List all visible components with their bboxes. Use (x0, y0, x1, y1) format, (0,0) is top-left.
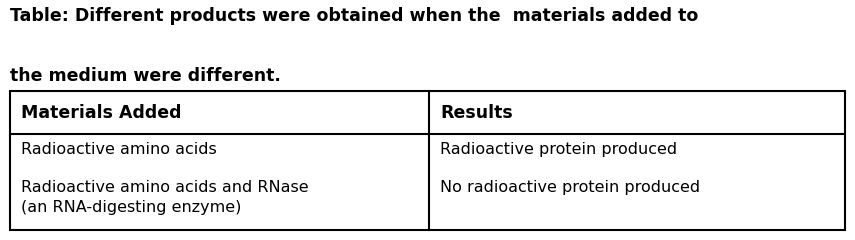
Text: Radioactive amino acids and RNase
(an RNA-digesting enzyme): Radioactive amino acids and RNase (an RN… (21, 180, 309, 215)
Text: Materials Added: Materials Added (21, 104, 182, 122)
Text: Results: Results (440, 104, 513, 122)
Text: Radioactive protein produced: Radioactive protein produced (440, 142, 677, 156)
Text: Table: Different products were obtained when the  materials added to: Table: Different products were obtained … (10, 7, 699, 25)
Text: No radioactive protein produced: No radioactive protein produced (440, 180, 700, 195)
Text: Radioactive amino acids: Radioactive amino acids (21, 142, 217, 156)
Text: the medium were different.: the medium were different. (10, 67, 281, 85)
